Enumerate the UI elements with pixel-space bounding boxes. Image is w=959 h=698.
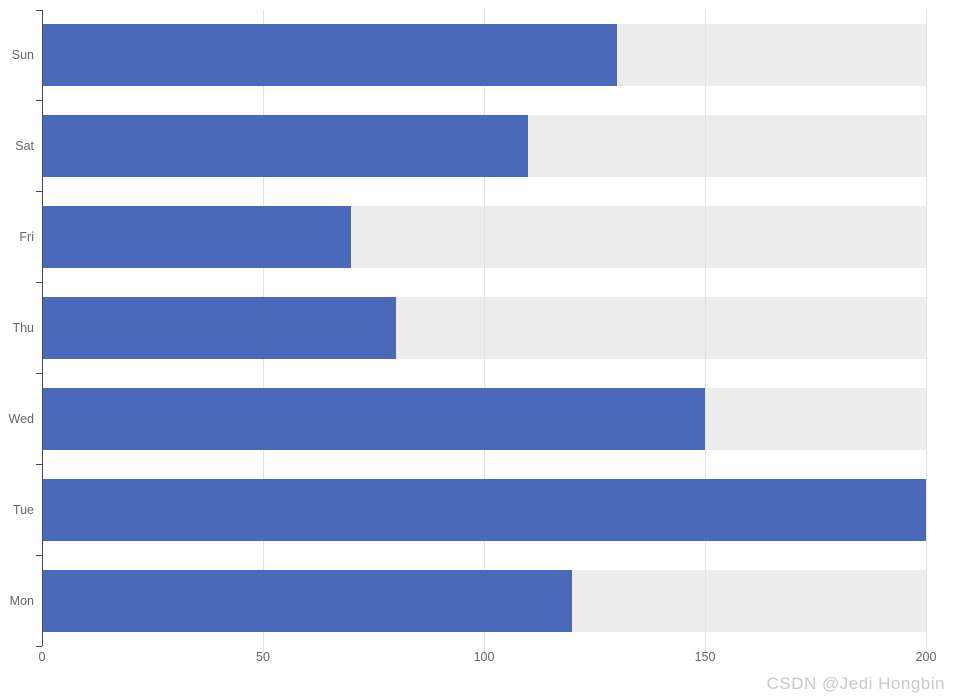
y-axis-tick-mark bbox=[36, 100, 42, 102]
bar-fri bbox=[42, 206, 352, 269]
y-axis-label: Sun bbox=[11, 48, 34, 63]
y-axis-tick-mark bbox=[36, 645, 42, 647]
gridline-x-100 bbox=[483, 10, 485, 658]
bar-sat bbox=[42, 115, 529, 178]
bar-sun bbox=[42, 24, 617, 87]
bar-wed bbox=[42, 387, 705, 450]
x-axis-tick-label: 50 bbox=[256, 650, 270, 664]
y-axis-tick-mark bbox=[36, 554, 42, 556]
x-axis-tick-label: 0 bbox=[38, 650, 46, 664]
y-axis-label: Sat bbox=[15, 139, 34, 154]
y-axis-label: Tue bbox=[12, 502, 34, 517]
bar-tue bbox=[42, 478, 926, 541]
bar-mon bbox=[42, 569, 573, 632]
x-axis-tick-label: 200 bbox=[915, 650, 937, 664]
y-axis-line bbox=[42, 10, 43, 646]
y-axis-tick-mark bbox=[36, 372, 42, 374]
y-axis-tick-mark bbox=[36, 191, 42, 193]
y-axis-label: Thu bbox=[12, 321, 34, 335]
gridline-x-200 bbox=[925, 10, 927, 658]
y-axis-label: Wed bbox=[8, 411, 34, 426]
y-axis-label: Fri bbox=[19, 230, 34, 245]
y-axis-label: Mon bbox=[9, 593, 34, 608]
x-axis-tick-label: 150 bbox=[694, 650, 716, 664]
y-axis-tick-mark bbox=[36, 282, 42, 284]
x-axis-tick-label: 100 bbox=[473, 650, 495, 664]
gridline-x-150 bbox=[704, 10, 706, 658]
y-axis-tick-mark bbox=[36, 9, 42, 11]
bar-thu bbox=[42, 297, 396, 359]
csdn-watermark: CSDN @Jedi Hongbin bbox=[766, 674, 945, 693]
y-axis-tick-mark bbox=[36, 463, 42, 465]
